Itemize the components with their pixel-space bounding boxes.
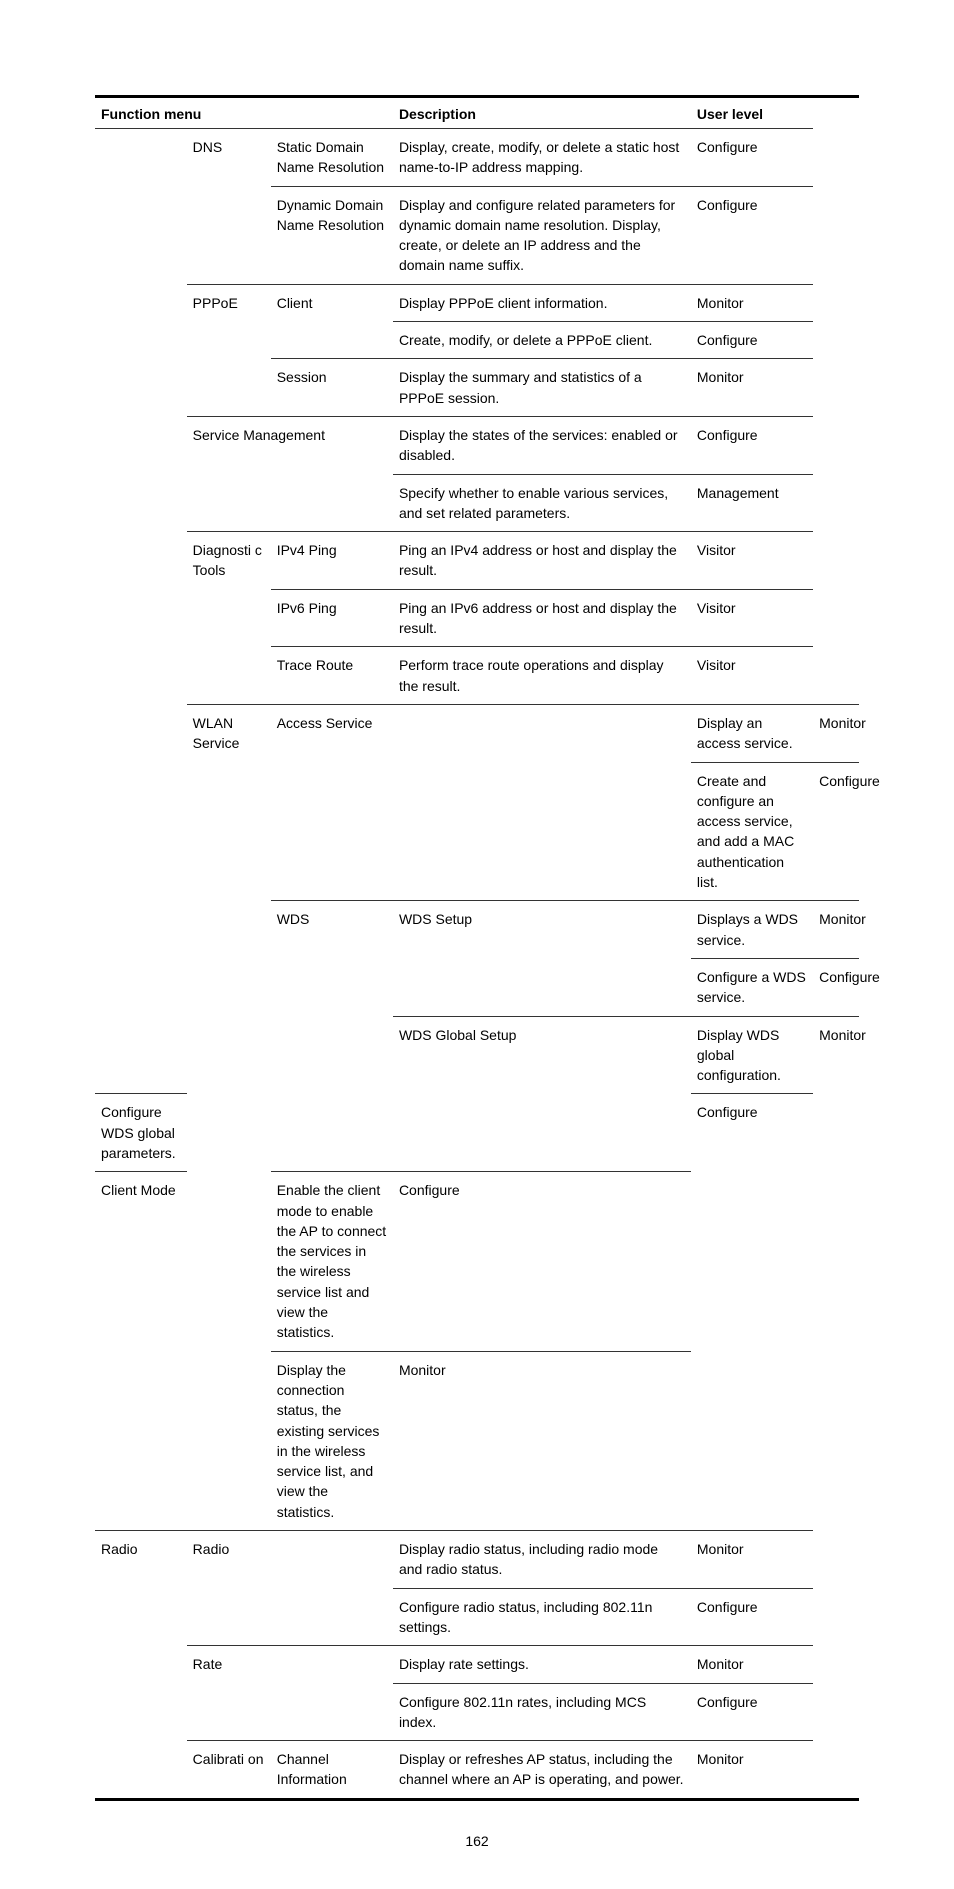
cell-description: Display the states of the services: enab… xyxy=(393,416,691,474)
cell-user-level: Configure xyxy=(691,1588,813,1646)
cell-user-level: Configure xyxy=(691,416,813,474)
table-row: Diagnosti c ToolsIPv4 PingPing an IPv4 a… xyxy=(95,532,859,590)
cell-level3: Client xyxy=(271,284,393,359)
cell-level2: DNS xyxy=(187,129,271,285)
cell-level2: Radio xyxy=(187,1531,393,1646)
table-row: RadioRadioDisplay radio status, includin… xyxy=(95,1531,859,1589)
cell-user-level: Monitor xyxy=(691,1741,813,1800)
cell-description: Display, create, modify, or delete a sta… xyxy=(393,129,691,187)
cell-description: Enable the client mode to enable the AP … xyxy=(271,1172,393,1351)
cell-user-level: Configure xyxy=(813,762,859,901)
cell-description: Display rate settings. xyxy=(393,1646,691,1683)
table-container: Function menu Description User level DNS… xyxy=(95,95,859,1801)
cell-user-level: Configure xyxy=(691,1094,813,1172)
cell-level2: WDS xyxy=(271,901,393,1172)
cell-description: Ping an IPv4 address or host and display… xyxy=(393,532,691,590)
cell-level1: Radio xyxy=(95,1531,187,1800)
cell-level3: Channel Information xyxy=(271,1741,393,1800)
table-row: DNSStatic Domain Name ResolutionDisplay,… xyxy=(95,129,859,187)
table-row: Calibrati onChannel InformationDisplay o… xyxy=(95,1741,859,1800)
cell-level2: Service Management xyxy=(187,416,393,531)
cell-user-level: Monitor xyxy=(813,704,859,762)
cell-description: Display or refreshes AP status, includin… xyxy=(393,1741,691,1800)
cell-level2: PPPoE xyxy=(187,284,271,416)
cell-level3: Static Domain Name Resolution xyxy=(271,129,393,187)
cell-description: Ping an IPv6 address or host and display… xyxy=(393,589,691,647)
cell-description: Display PPPoE client information. xyxy=(393,284,691,321)
header-function-menu: Function menu xyxy=(95,97,393,129)
table-row: WLAN ServiceAccess ServiceDisplay an acc… xyxy=(95,704,859,762)
cell-user-level: Configure xyxy=(691,186,813,284)
page-number: 162 xyxy=(0,1833,954,1849)
cell-user-level: Monitor xyxy=(691,1531,813,1589)
cell-description: Display WDS global configuration. xyxy=(691,1016,813,1094)
cell-description: Perform trace route operations and displ… xyxy=(393,647,691,705)
cell-description: Specify whether to enable various servic… xyxy=(393,474,691,532)
cell-user-level: Configure xyxy=(691,129,813,187)
cell-level3: IPv6 Ping xyxy=(271,589,393,647)
table-row: RateDisplay rate settings.Monitor xyxy=(95,1646,859,1683)
cell-description: Configure WDS global parameters. xyxy=(95,1094,187,1172)
cell-level3: WDS Global Setup xyxy=(393,1016,691,1172)
cell-user-level: Configure xyxy=(691,1683,813,1741)
header-row: Function menu Description User level xyxy=(95,97,859,129)
header-description: Description xyxy=(393,97,691,129)
cell-description: Create and configure an access service, … xyxy=(691,762,813,901)
cell-description: Display an access service. xyxy=(691,704,813,762)
cell-level2: Rate xyxy=(187,1646,393,1741)
function-table: Function menu Description User level DNS… xyxy=(95,95,859,1801)
table-row: PPPoEClientDisplay PPPoE client informat… xyxy=(95,284,859,321)
cell-description: Displays a WDS service. xyxy=(691,901,813,959)
cell-level2: Access Service xyxy=(271,704,691,900)
cell-user-level: Configure xyxy=(393,1172,691,1351)
table-row: Service ManagementDisplay the states of … xyxy=(95,416,859,474)
cell-description: Display radio status, including radio mo… xyxy=(393,1531,691,1589)
cell-level1 xyxy=(95,129,187,1094)
cell-user-level: Monitor xyxy=(813,901,859,959)
cell-user-level: Monitor xyxy=(691,359,813,417)
cell-description: Configure radio status, including 802.11… xyxy=(393,1588,691,1646)
cell-level3: Session xyxy=(271,359,393,417)
table-row: Client ModeEnable the client mode to ena… xyxy=(95,1172,859,1351)
cell-description: Create, modify, or delete a PPPoE client… xyxy=(393,322,691,359)
header-user-level: User level xyxy=(691,97,813,129)
cell-level3: Dynamic Domain Name Resolution xyxy=(271,186,393,284)
cell-user-level: Monitor xyxy=(393,1351,691,1530)
cell-user-level: Visitor xyxy=(691,647,813,705)
cell-level3: IPv4 Ping xyxy=(271,532,393,590)
cell-user-level: Configure xyxy=(813,958,859,1016)
cell-description: Display and configure related parameters… xyxy=(393,186,691,284)
cell-description: Display the summary and statistics of a … xyxy=(393,359,691,417)
cell-user-level: Monitor xyxy=(691,1646,813,1683)
cell-user-level: Monitor xyxy=(691,284,813,321)
cell-description: Configure 802.11n rates, including MCS i… xyxy=(393,1683,691,1741)
cell-level2: Client Mode xyxy=(95,1172,271,1531)
cell-level2: Calibrati on xyxy=(187,1741,271,1800)
cell-description: Display the connection status, the exist… xyxy=(271,1351,393,1530)
cell-user-level: Management xyxy=(691,474,813,532)
cell-description: Configure a WDS service. xyxy=(691,958,813,1016)
cell-user-level: Visitor xyxy=(691,589,813,647)
cell-user-level: Monitor xyxy=(813,1016,859,1094)
cell-user-level: Configure xyxy=(691,322,813,359)
cell-level3: Trace Route xyxy=(271,647,393,705)
cell-level2: Diagnosti c Tools xyxy=(187,532,271,705)
cell-level3: WDS Setup xyxy=(393,901,691,1016)
table-body: DNSStatic Domain Name ResolutionDisplay,… xyxy=(95,129,859,1800)
cell-user-level: Visitor xyxy=(691,532,813,590)
